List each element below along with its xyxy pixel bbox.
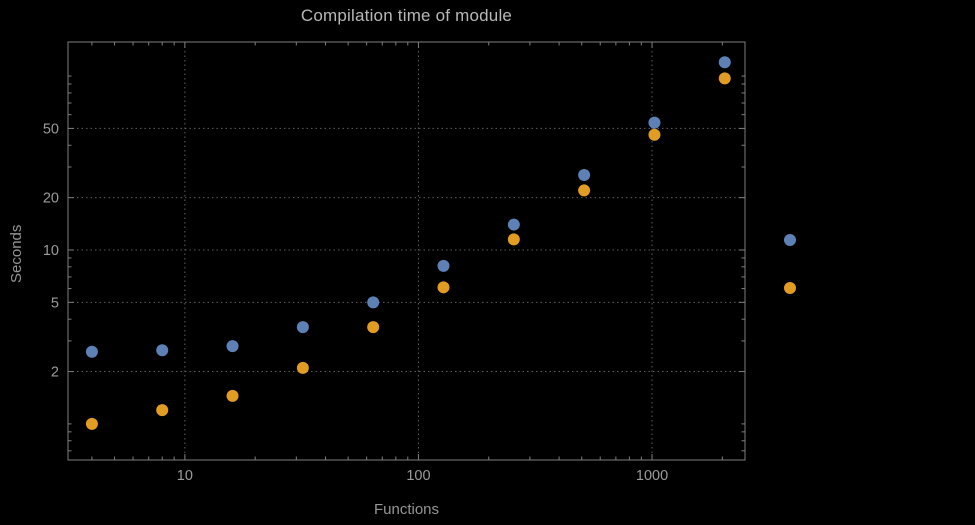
data-point-series-2 [226, 389, 239, 402]
data-point-series-1 [156, 344, 169, 357]
y-tick-label: 50 [43, 121, 59, 137]
x-tick-label: 10 [177, 468, 193, 484]
chart-title: Compilation time of module [300, 6, 513, 25]
data-point-series-2 [156, 404, 169, 417]
y-tick-label: 2 [51, 365, 59, 381]
x-tick-label: 100 [406, 468, 430, 484]
data-point-series-1 [437, 259, 450, 272]
y-axis-label: Seconds [8, 224, 25, 283]
data-point-series-1 [718, 56, 731, 69]
data-point-series-2 [85, 417, 98, 430]
data-point-series-2 [648, 128, 661, 141]
data-point-series-1 [648, 116, 661, 129]
data-point-series-2 [296, 361, 309, 374]
x-tick-label: 1000 [636, 468, 668, 484]
data-point-series-2 [367, 321, 380, 334]
plot-frame [67, 41, 746, 461]
data-point-series-1 [296, 321, 309, 334]
data-point-series-2 [507, 233, 520, 246]
y-tick-label: 20 [43, 191, 59, 207]
data-point-series-1 [226, 340, 239, 353]
data-point-series-1 [85, 345, 98, 358]
x-axis-label: Functions [373, 501, 440, 518]
legend-marker-series-1 [784, 234, 796, 246]
data-point-series-1 [578, 168, 591, 181]
data-point-series-2 [437, 281, 450, 294]
data-point-series-1 [367, 296, 380, 309]
data-point-series-1 [507, 218, 520, 231]
y-tick-label: 5 [51, 295, 59, 311]
y-tick-label: 10 [43, 243, 59, 259]
data-point-series-2 [578, 184, 591, 197]
legend-marker-series-2 [784, 282, 796, 294]
data-point-series-2 [718, 72, 731, 85]
